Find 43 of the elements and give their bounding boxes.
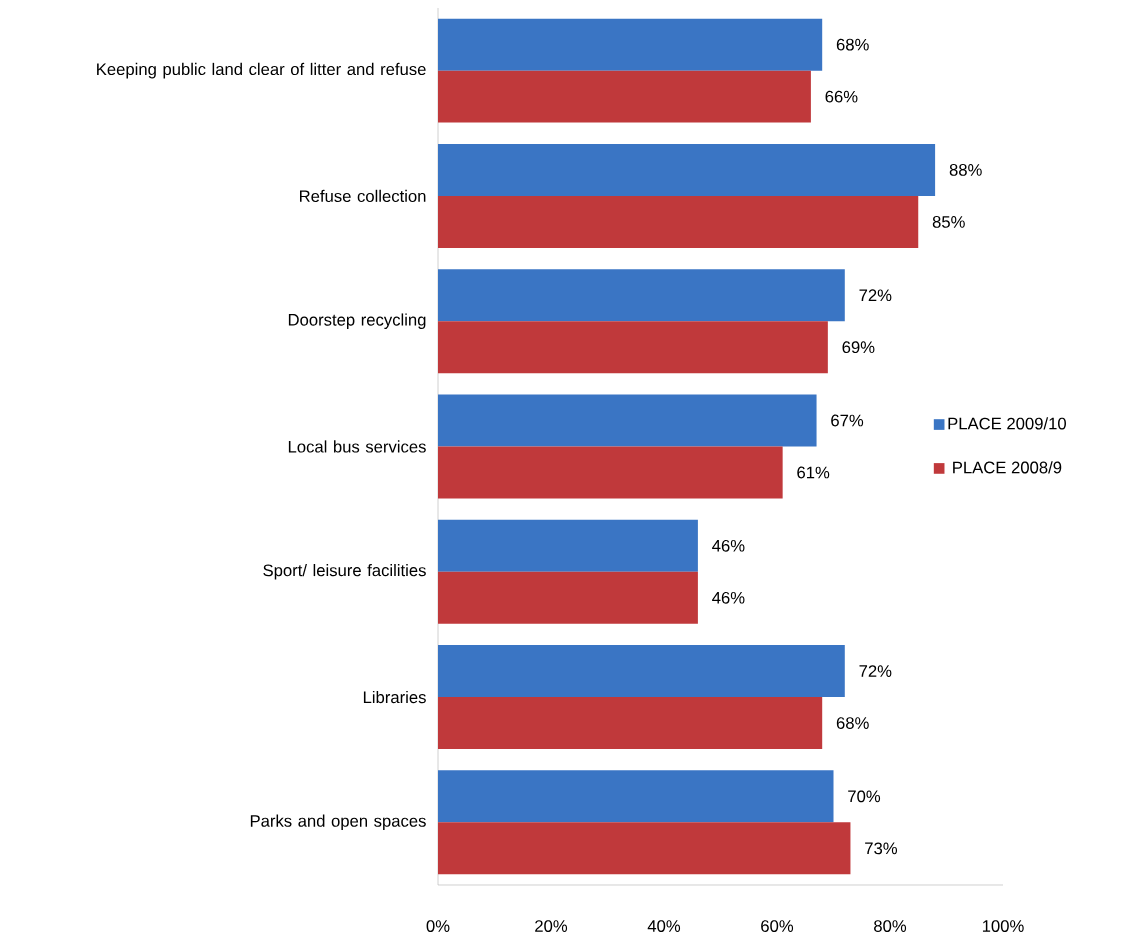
bar — [438, 70, 811, 123]
bar — [438, 519, 698, 572]
x-tick-label: 100% — [982, 920, 1024, 932]
x-tick-label: 60% — [761, 920, 794, 932]
bar — [438, 394, 817, 447]
bar — [438, 446, 783, 499]
data-label: 88% — [949, 164, 982, 176]
y-tick-label: Local bus services — [288, 440, 426, 453]
x-tick-label: 0% — [426, 920, 450, 932]
data-label: 61% — [797, 466, 830, 479]
y-tick-label: Refuse collection — [300, 189, 426, 203]
legend-label: PLACE 2009/10 — [948, 417, 1066, 430]
bar — [438, 143, 936, 196]
data-label: 85% — [932, 216, 965, 228]
bar — [438, 269, 845, 322]
bar — [438, 321, 828, 374]
bar — [438, 697, 823, 750]
x-tick-label: 40% — [647, 920, 681, 932]
data-label: 68% — [836, 38, 869, 51]
bar — [438, 195, 919, 248]
data-label: 72% — [859, 289, 892, 302]
y-tick-label: Libraries — [363, 690, 426, 704]
data-label: 70% — [848, 790, 881, 803]
y-tick-label: Keeping public land clear of litter and refuse — [97, 62, 426, 79]
data-label: 46% — [712, 539, 745, 552]
data-label: 73% — [865, 842, 898, 855]
bar — [438, 18, 823, 71]
bar — [438, 770, 834, 823]
y-tick-label: Sport/ leisure facilities — [263, 563, 426, 580]
bar — [438, 822, 851, 875]
x-tick-label: 20% — [535, 920, 568, 932]
y-tick-label: Parks and open spaces — [250, 814, 426, 831]
bar — [438, 571, 698, 624]
data-label: 69% — [842, 341, 875, 354]
data-label: 46% — [712, 591, 745, 604]
data-label: 67% — [831, 414, 864, 427]
data-label: 72% — [859, 665, 892, 677]
x-tick-label: 80% — [874, 920, 907, 932]
bar — [438, 645, 845, 698]
legend-label: PLACE 2008/9 — [953, 461, 1062, 474]
data-label: 66% — [825, 90, 858, 103]
y-tick-label: Doorstep recycling — [288, 313, 426, 329]
data-label: 68% — [836, 717, 869, 729]
